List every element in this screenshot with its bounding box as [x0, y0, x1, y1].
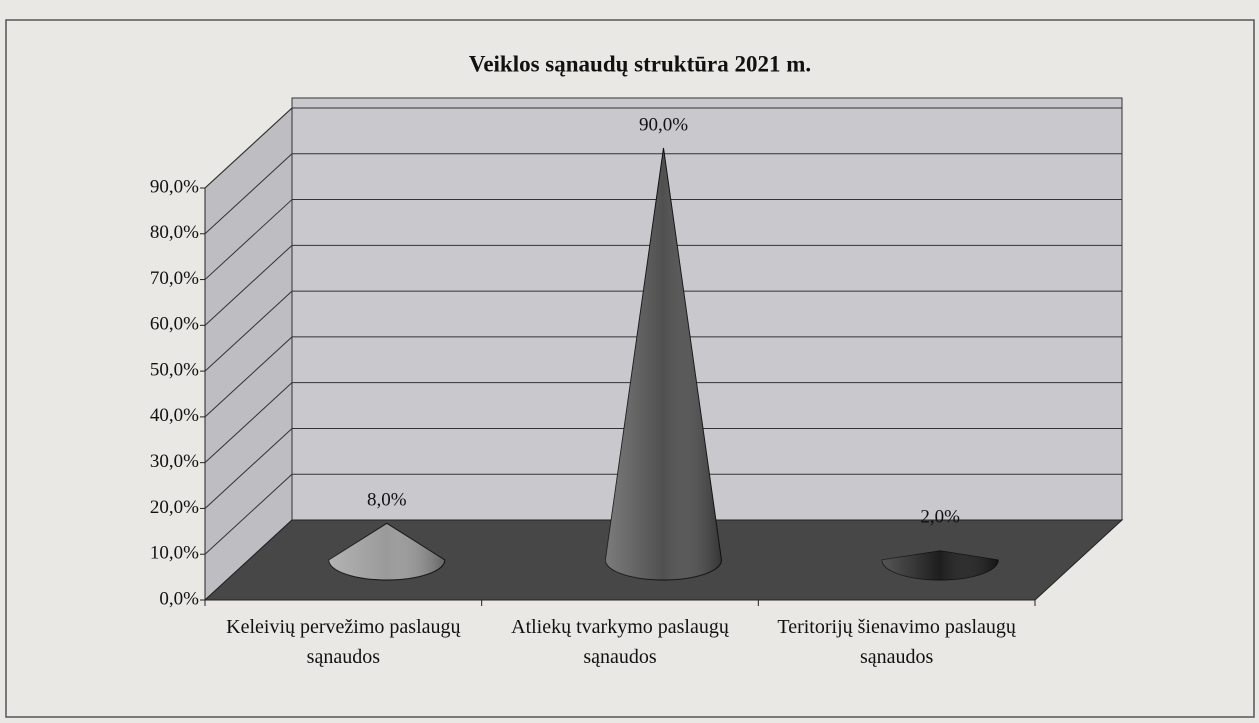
- grid-line: [204, 336, 293, 418]
- value-label: 8,0%: [367, 490, 407, 511]
- y-tick-label: 60,0%: [150, 314, 199, 335]
- cone-shade: [605, 148, 722, 580]
- grid-line: [204, 382, 293, 464]
- y-tick-label: 0,0%: [159, 588, 199, 609]
- x-tick-label: Atliekų tvarkymo paslaugų sąnaudos: [511, 616, 729, 668]
- value-label: 90,0%: [639, 114, 688, 135]
- y-tick-label: 30,0%: [150, 451, 199, 472]
- grid-line: [204, 428, 293, 509]
- grid-line: [204, 153, 293, 235]
- y-tick-label: 10,0%: [150, 543, 199, 564]
- value-label: 2,0%: [920, 506, 960, 527]
- grid-line: [204, 107, 293, 189]
- y-tick-label: 40,0%: [150, 405, 199, 426]
- chart-frame: [5, 19, 1255, 718]
- x-tick-label: Keleivių pervežimo paslaugų sąnaudos: [226, 616, 461, 668]
- grid-line: [204, 199, 293, 280]
- x-tick-label: Teritorijų šienavimo paslaugų sąnaudos: [777, 616, 1016, 668]
- grid-line: [204, 244, 293, 326]
- cone-shade: [328, 523, 445, 580]
- chart-title: Veiklos sąnaudų struktūra 2021 m.: [469, 51, 811, 76]
- y-tick-label: 70,0%: [150, 268, 199, 289]
- grid-line: [204, 290, 293, 372]
- y-tick-label: 80,0%: [150, 222, 199, 243]
- y-tick-label: 90,0%: [150, 176, 199, 197]
- y-tick-label: 50,0%: [150, 359, 199, 380]
- grid-line: [204, 473, 293, 555]
- cone-shade: [882, 550, 999, 580]
- y-tick-label: 20,0%: [150, 497, 199, 518]
- side-wall: [204, 106, 293, 602]
